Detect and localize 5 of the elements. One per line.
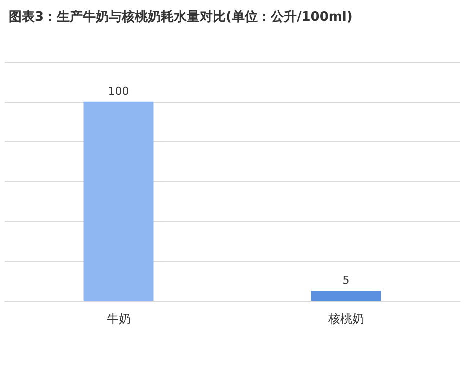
data-label: 5 [342, 274, 350, 288]
x-tick-label: 牛奶 [106, 312, 131, 326]
chart-title: 图表3：生产牛奶与核桃奶耗水量对比(单位：公升/100ml) [9, 9, 353, 25]
data-label: 100 [108, 84, 130, 98]
x-tick-label: 核桃奶 [327, 312, 364, 326]
